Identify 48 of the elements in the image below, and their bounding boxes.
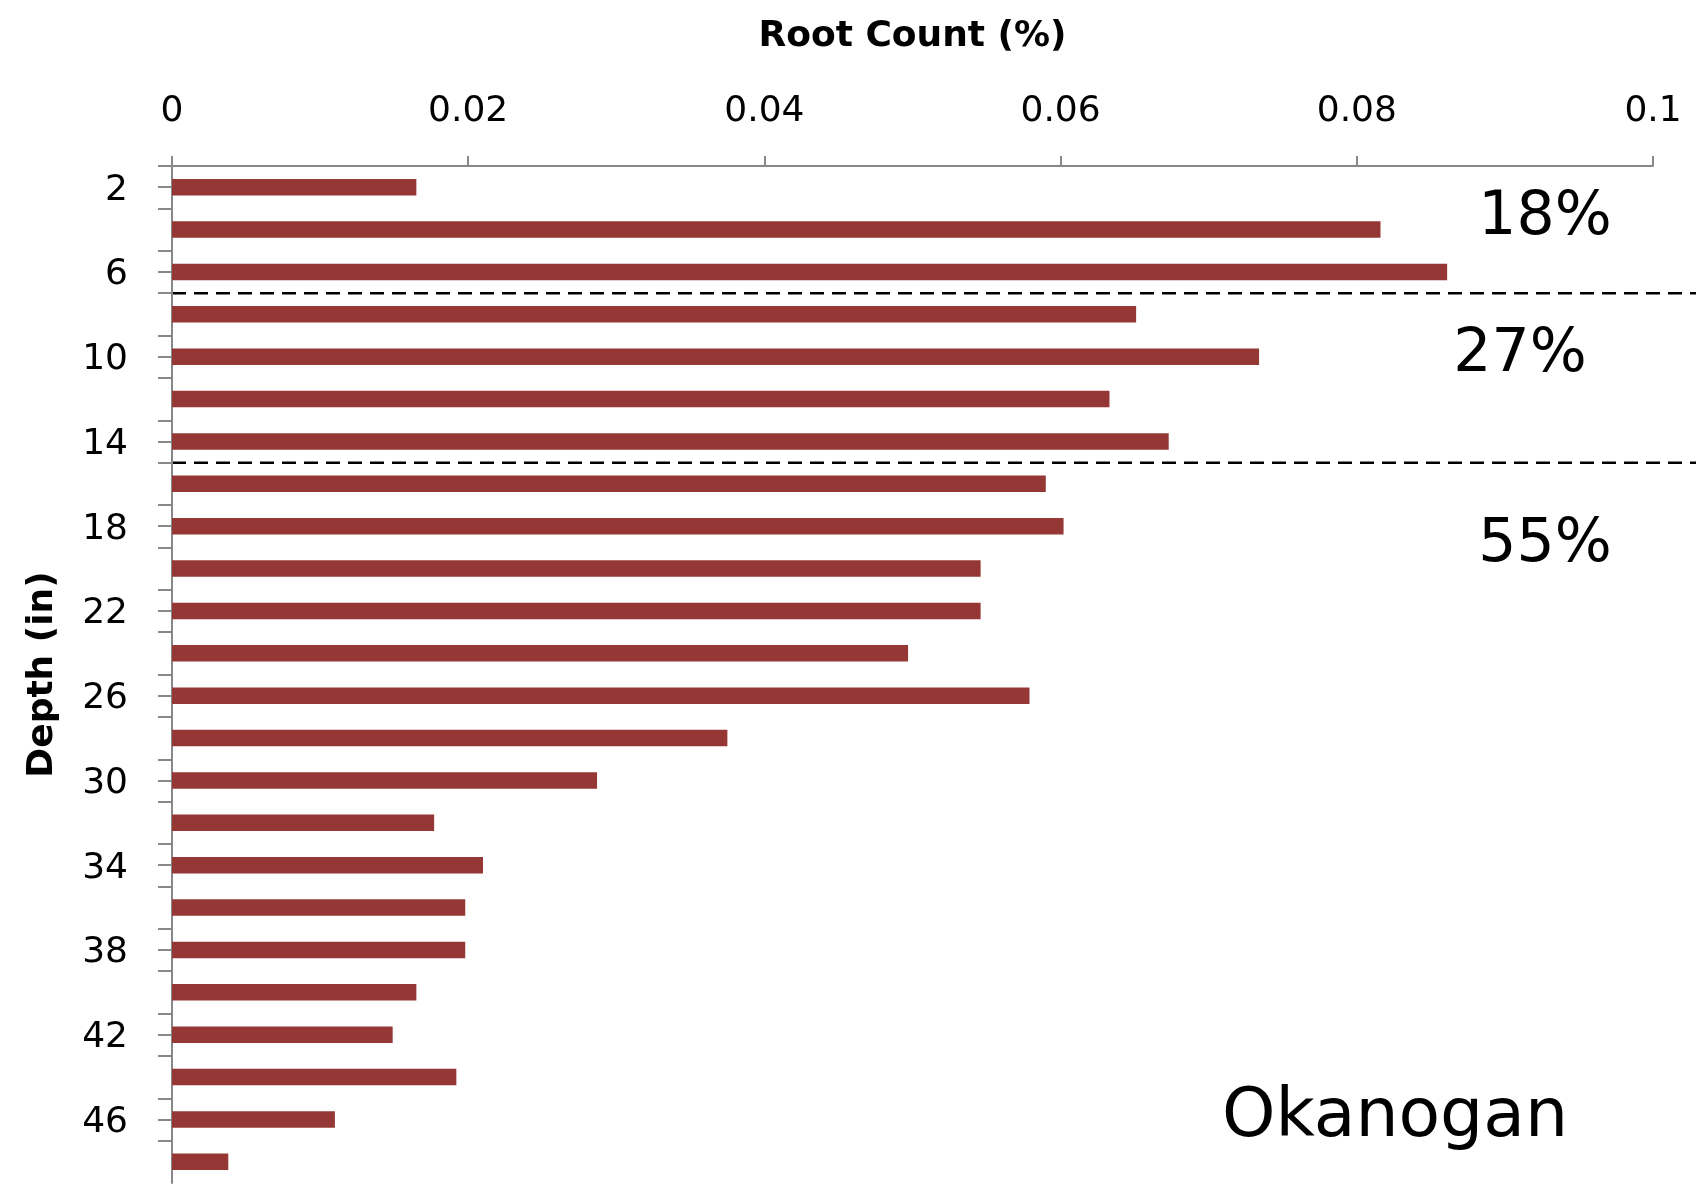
bar	[172, 645, 909, 662]
bar	[172, 984, 417, 1001]
bar	[172, 687, 1030, 704]
annotation: 55%	[1478, 505, 1612, 575]
bar	[172, 602, 981, 620]
bar	[172, 263, 1448, 281]
bar	[172, 941, 466, 959]
bar	[172, 1068, 457, 1086]
y-tick-label: 26	[82, 675, 128, 717]
y-tick-label: 34	[82, 844, 128, 886]
y-tick-label: 42	[82, 1014, 128, 1056]
bar	[172, 433, 1169, 450]
y-tick-label: 38	[82, 929, 128, 971]
x-tick-label: 0.1	[1624, 87, 1682, 129]
annotation: 27%	[1453, 315, 1587, 385]
y-tick-label: 30	[82, 759, 128, 801]
x-tick-label: 0.04	[724, 87, 805, 129]
bar	[172, 475, 1046, 493]
annotation: Okanogan	[1221, 1072, 1569, 1152]
y-tick-label: 22	[82, 590, 128, 632]
bar	[172, 729, 728, 747]
x-tick-label: 0.02	[428, 87, 509, 129]
bar	[172, 221, 1381, 238]
bar	[172, 1153, 229, 1171]
y-tick-label: 2	[105, 166, 128, 208]
bar	[172, 1111, 335, 1128]
x-tick-label: 0.06	[1020, 87, 1101, 129]
bar	[172, 856, 484, 874]
bar	[172, 348, 1260, 365]
bar	[172, 1026, 393, 1043]
y-tick-label: 6	[105, 251, 128, 293]
y-tick-label: 46	[82, 1098, 128, 1140]
bar	[172, 772, 598, 789]
x-axis-title: Root Count (%)	[758, 12, 1067, 54]
bar	[172, 390, 1110, 408]
x-tick-label: 0.08	[1316, 87, 1397, 129]
annotation: 18%	[1478, 178, 1612, 248]
bar	[172, 517, 1064, 535]
bar	[172, 178, 417, 196]
bar	[172, 899, 466, 916]
y-tick-label: 14	[82, 420, 128, 462]
x-tick-label: 0	[160, 87, 184, 129]
bar	[172, 306, 1137, 323]
y-tick-label: 10	[82, 336, 128, 378]
bar	[172, 560, 981, 577]
bar	[172, 814, 435, 832]
y-tick-label: 18	[82, 505, 128, 547]
y-axis-title: Depth (in)	[18, 571, 60, 778]
